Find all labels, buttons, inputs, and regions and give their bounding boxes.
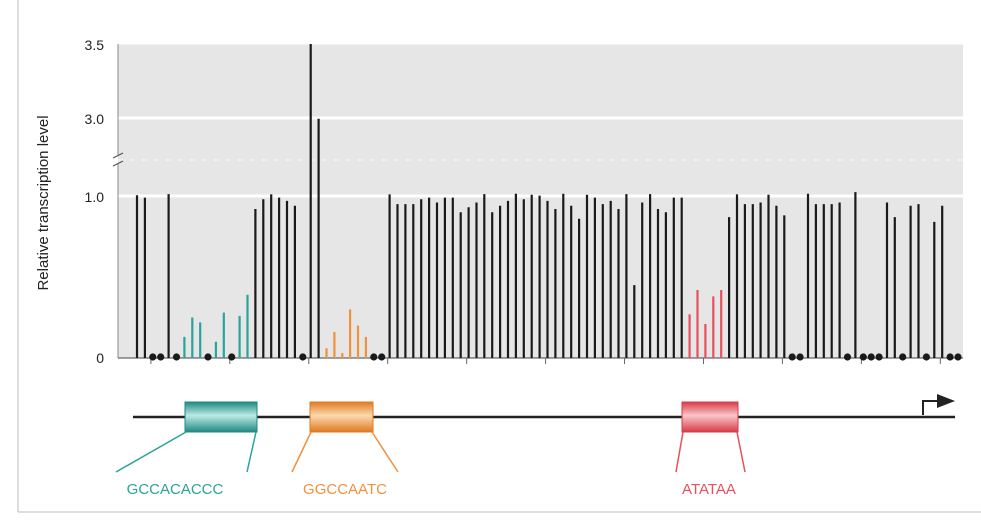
zero-marker	[788, 353, 796, 361]
y-tick-label-3-0: 3.0	[85, 111, 105, 127]
ggccaatc-connector-right	[371, 431, 399, 473]
bar-series	[135, 44, 962, 361]
zero-marker	[875, 353, 883, 361]
zero-marker	[149, 353, 157, 361]
zero-marker	[946, 353, 954, 361]
gccacaccc-label: GCCACACCC	[127, 481, 224, 498]
zero-marker	[228, 353, 236, 361]
gccacaccc-box	[184, 401, 258, 433]
y-tick-label-1-0: 1.0	[85, 189, 105, 205]
zero-marker	[204, 353, 212, 361]
zero-marker	[299, 353, 307, 361]
zero-marker	[796, 353, 804, 361]
gccacaccc-connector-right	[246, 431, 257, 473]
atataa-box	[681, 401, 739, 433]
y-axis-break-mark	[112, 152, 124, 167]
zero-marker	[859, 353, 867, 361]
atataa-connector-left	[675, 431, 684, 473]
ggccaatc-connector-left	[291, 431, 312, 473]
zero-marker	[172, 353, 181, 361]
gccacaccc-connector-left	[115, 431, 187, 473]
transcription-start-arrow-icon	[922, 400, 940, 415]
ggccaatc-label: GGCCAATC	[303, 481, 387, 498]
zero-marker	[954, 353, 962, 361]
zero-marker	[370, 353, 378, 361]
zero-marker	[843, 353, 852, 361]
zero-marker	[922, 353, 931, 361]
y-tick-label-0: 0	[96, 350, 104, 366]
atataa-connector-right	[736, 431, 746, 473]
atataa-label: ATATAA	[682, 481, 736, 498]
arrowhead-icon	[937, 394, 955, 408]
zero-marker	[157, 353, 165, 361]
x-axis-ticks	[150, 358, 941, 364]
zero-marker	[378, 353, 386, 361]
zero-marker	[899, 353, 907, 361]
ggccaatc-box	[309, 401, 374, 433]
y-axis-title: Relative transcription level	[35, 115, 52, 290]
zero-marker	[867, 353, 875, 361]
y-tick-label-3-5: 3.5	[85, 37, 105, 53]
